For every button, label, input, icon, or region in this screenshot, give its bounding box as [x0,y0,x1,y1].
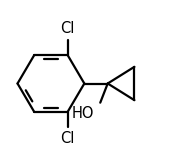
Text: Cl: Cl [60,131,75,146]
Text: HO: HO [72,106,94,121]
Text: Cl: Cl [60,21,75,36]
